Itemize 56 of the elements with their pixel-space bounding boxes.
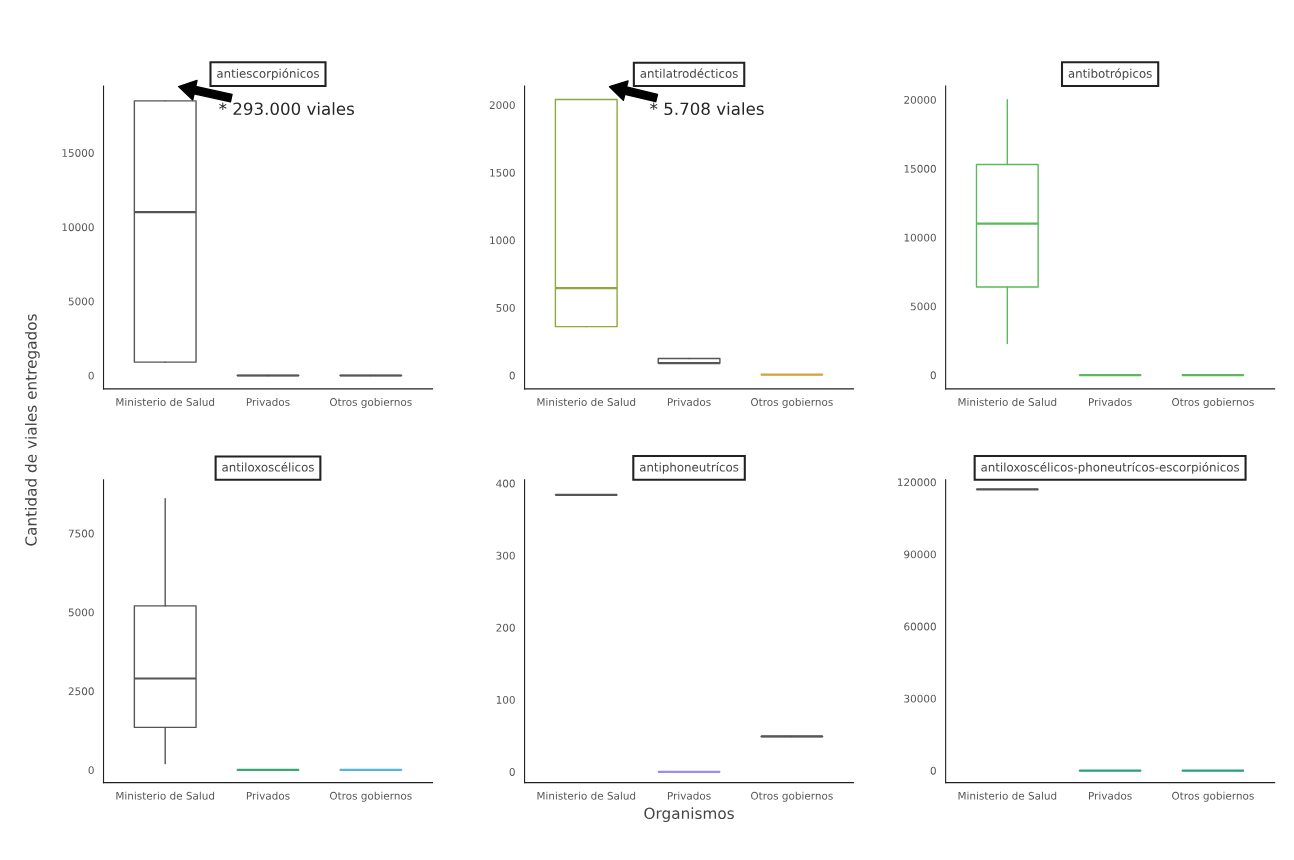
x-tick-label: Ministerio de Salud [116, 397, 215, 406]
x-tick-label: Privados [246, 791, 290, 800]
annotation: * 5.708 viales [650, 102, 764, 116]
y-tick-label: 5000 [68, 297, 94, 306]
x-tick-label: Privados [246, 397, 290, 406]
chart-title: antiescorpiónicos [217, 68, 320, 81]
y-tick-label: 10000 [62, 223, 94, 232]
y-tick-label: 60000 [904, 622, 936, 631]
x-tick-label: Privados [667, 791, 711, 800]
y-tick-label: 500 [496, 303, 515, 312]
x-tick-label: Ministerio de Salud [537, 791, 636, 800]
y-tick-label: 15000 [904, 164, 936, 173]
y-tick-label: 100 [496, 695, 515, 704]
y-tick-label: 5000 [68, 608, 94, 617]
y-tick-label: 90000 [904, 550, 936, 559]
y-tick-label: 0 [930, 766, 936, 775]
x-tick-label: Otros gobiernos [1172, 397, 1254, 408]
x-axis-title: Organismos [644, 807, 734, 823]
x-tick-label: Ministerio de Salud [537, 397, 636, 406]
y-tick-label: 0 [509, 768, 515, 776]
x-tick-label: Ministerio de Salud [116, 791, 215, 800]
y-tick-label: 20000 [904, 95, 936, 104]
y-tick-label: 5000 [910, 302, 936, 311]
y-axis-title: Cantidad de viales entregados [24, 314, 40, 546]
x-tick-label: Privados [1089, 397, 1132, 406]
x-tick-label: Privados [1089, 791, 1132, 800]
y-tick-label: 300 [496, 551, 515, 560]
y-tick-label: 30000 [904, 694, 936, 703]
y-tick-label: 0 [88, 766, 94, 775]
y-tick-label: 0 [88, 371, 94, 380]
y-tick-label: 15000 [62, 149, 94, 157]
chart-title: antibotrópicos [1068, 68, 1152, 81]
chart-title: antiphoneutrícos [639, 461, 739, 474]
x-tick-label: Otros gobiernos [1172, 791, 1254, 802]
y-tick-label: 400 [496, 479, 515, 488]
y-tick-label: 2000 [489, 101, 515, 110]
annotation: * 293.000 viales [219, 102, 354, 116]
y-tick-label: 0 [930, 371, 936, 380]
x-tick-label: Privados [667, 397, 711, 406]
x-tick-label: Otros gobiernos [329, 791, 412, 802]
y-tick-label: 120000 [897, 478, 936, 487]
x-tick-label: Ministerio de Salud [958, 791, 1057, 800]
chart-title: antiloxoscélicos [222, 461, 314, 472]
x-tick-label: Otros gobiernos [329, 397, 412, 408]
y-tick-label: 10000 [904, 233, 936, 242]
x-tick-label: Otros gobiernos [751, 397, 833, 408]
y-tick-label: 7500 [68, 529, 94, 538]
y-tick-label: 200 [496, 623, 515, 632]
y-tick-label: 0 [509, 371, 515, 380]
y-tick-label: 2500 [68, 687, 94, 696]
y-tick-label: 1000 [490, 236, 515, 245]
y-tick-label: 1500 [490, 168, 515, 177]
x-tick-label: Otros gobiernos [751, 791, 833, 802]
x-tick-label: Ministerio de Salud [958, 397, 1057, 406]
chart-title: antilatrodécticos [640, 68, 738, 78]
chart-title: antiloxoscélicos-phoneutrícos-escorpiónicos [981, 461, 1240, 474]
